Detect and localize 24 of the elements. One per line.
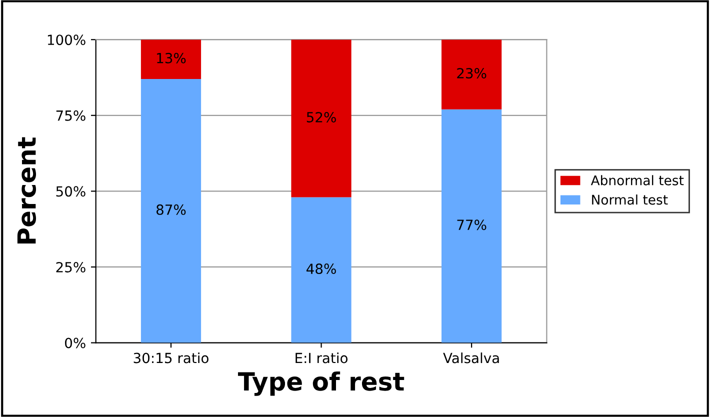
data-label: 52% xyxy=(306,112,336,122)
data-label: 87% xyxy=(156,204,186,215)
y-tick-label: 100% xyxy=(48,34,86,46)
bar xyxy=(140,79,202,343)
x-axis-title: Type of rest xyxy=(238,371,404,396)
y-tick-label: 75% xyxy=(56,110,86,121)
x-tick-label: Valsalva xyxy=(443,352,499,364)
data-label: 48% xyxy=(306,264,336,274)
y-tick-label: 25% xyxy=(56,262,86,272)
data-label: 13% xyxy=(157,52,186,64)
bar xyxy=(291,197,352,343)
bar xyxy=(442,109,502,343)
legend-label: Normal test xyxy=(592,194,668,205)
data-label: 23% xyxy=(457,68,486,79)
y-tick-label: 50% xyxy=(56,186,86,197)
y-tick-label: 0% xyxy=(65,338,86,348)
x-tick-label: E:I ratio xyxy=(296,352,348,364)
x-tick-label: 30:15 ratio xyxy=(134,352,208,364)
bar xyxy=(140,40,202,80)
bar xyxy=(442,40,502,110)
y-axis-title: Percent xyxy=(17,137,36,244)
legend-label: Abnormal test xyxy=(590,175,684,186)
bar xyxy=(291,40,352,198)
data-label: 77% xyxy=(457,220,486,230)
